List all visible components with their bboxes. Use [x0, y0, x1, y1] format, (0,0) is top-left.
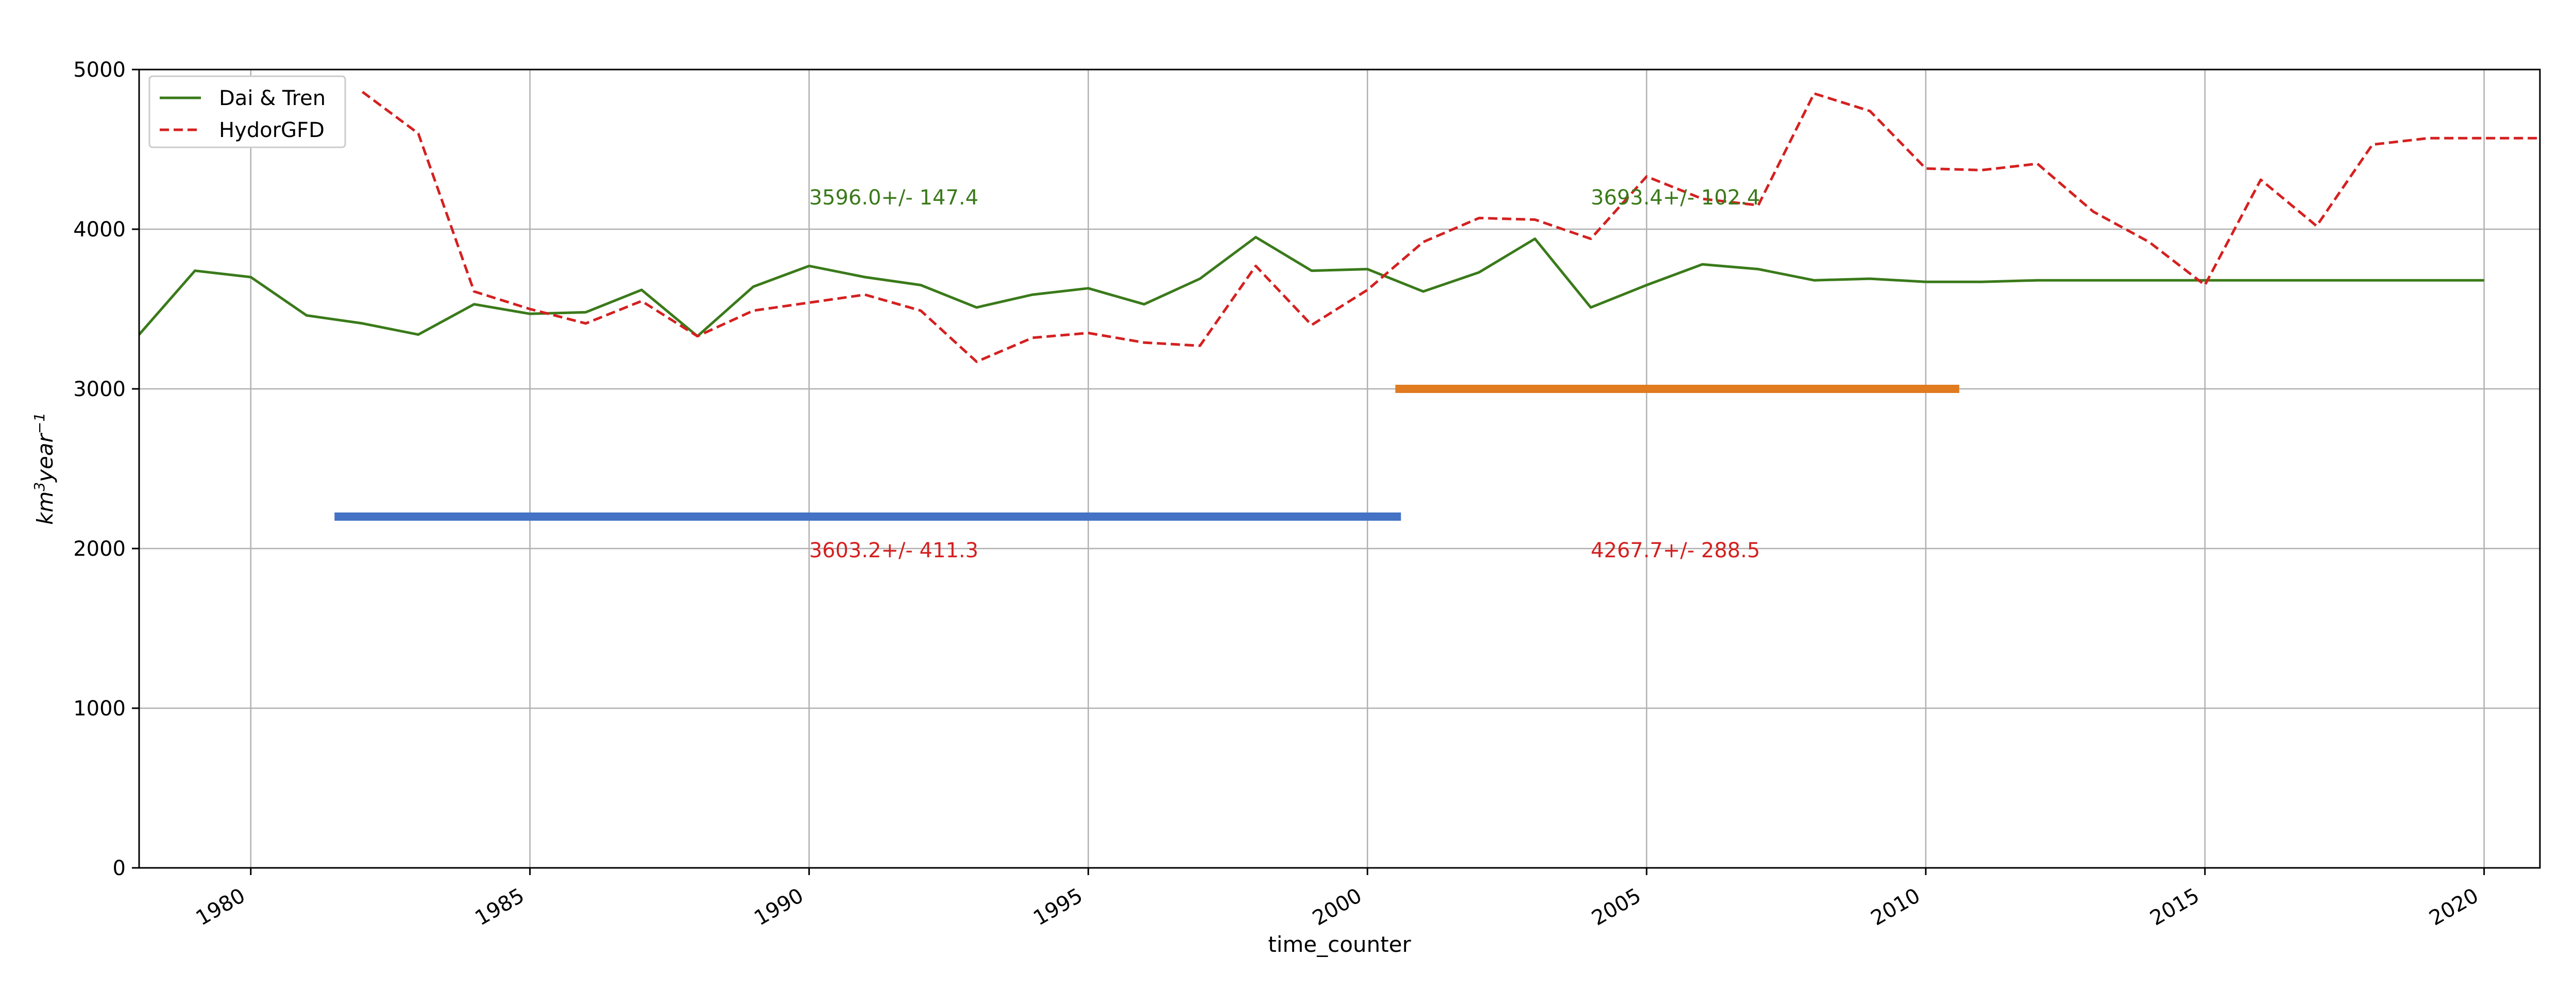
- annotation-label: 3596.0+/- 147.4: [809, 186, 978, 210]
- y-axis-title-mid: year: [32, 433, 58, 483]
- annotation-label: 4267.7+/- 288.5: [1591, 539, 1760, 562]
- x-axis-title: time_counter: [1268, 932, 1411, 957]
- series-line-dai-tren: [138, 236, 2484, 338]
- y-tick-label: 4000: [73, 218, 126, 242]
- y-tick-label: 0: [113, 857, 126, 880]
- legend: Dai & Tren HydorGFD: [148, 75, 346, 148]
- y-axis-title: km3year−1: [31, 413, 58, 525]
- y-tick-label: 1000: [73, 697, 126, 721]
- y-axis-title-base: km: [32, 491, 58, 525]
- y-tick-label: 2000: [73, 537, 126, 561]
- legend-label-dai-tren: Dai & Tren: [219, 87, 326, 110]
- period-bars: [334, 385, 1959, 521]
- y-tick-label: 5000: [73, 58, 126, 82]
- plot-frame: [138, 69, 2541, 869]
- series-line-hydorgfd: [361, 91, 2540, 363]
- y-axis-title-sup2: −1: [31, 413, 48, 434]
- y-axis-title-sup: 3: [31, 482, 48, 491]
- annotation-label: 3693.4+/- 102.4: [1591, 186, 1760, 210]
- annotation-label: 3603.2+/- 411.3: [809, 539, 978, 562]
- y-tick-label: 3000: [73, 378, 126, 401]
- legend-box: [148, 75, 346, 148]
- annotations: 3596.0+/- 147.4 3693.4+/- 102.4 3603.2+/- …: [809, 186, 1760, 562]
- series-lines: [138, 91, 2540, 363]
- legend-label-hydorgfd: HydorGFD: [219, 118, 325, 142]
